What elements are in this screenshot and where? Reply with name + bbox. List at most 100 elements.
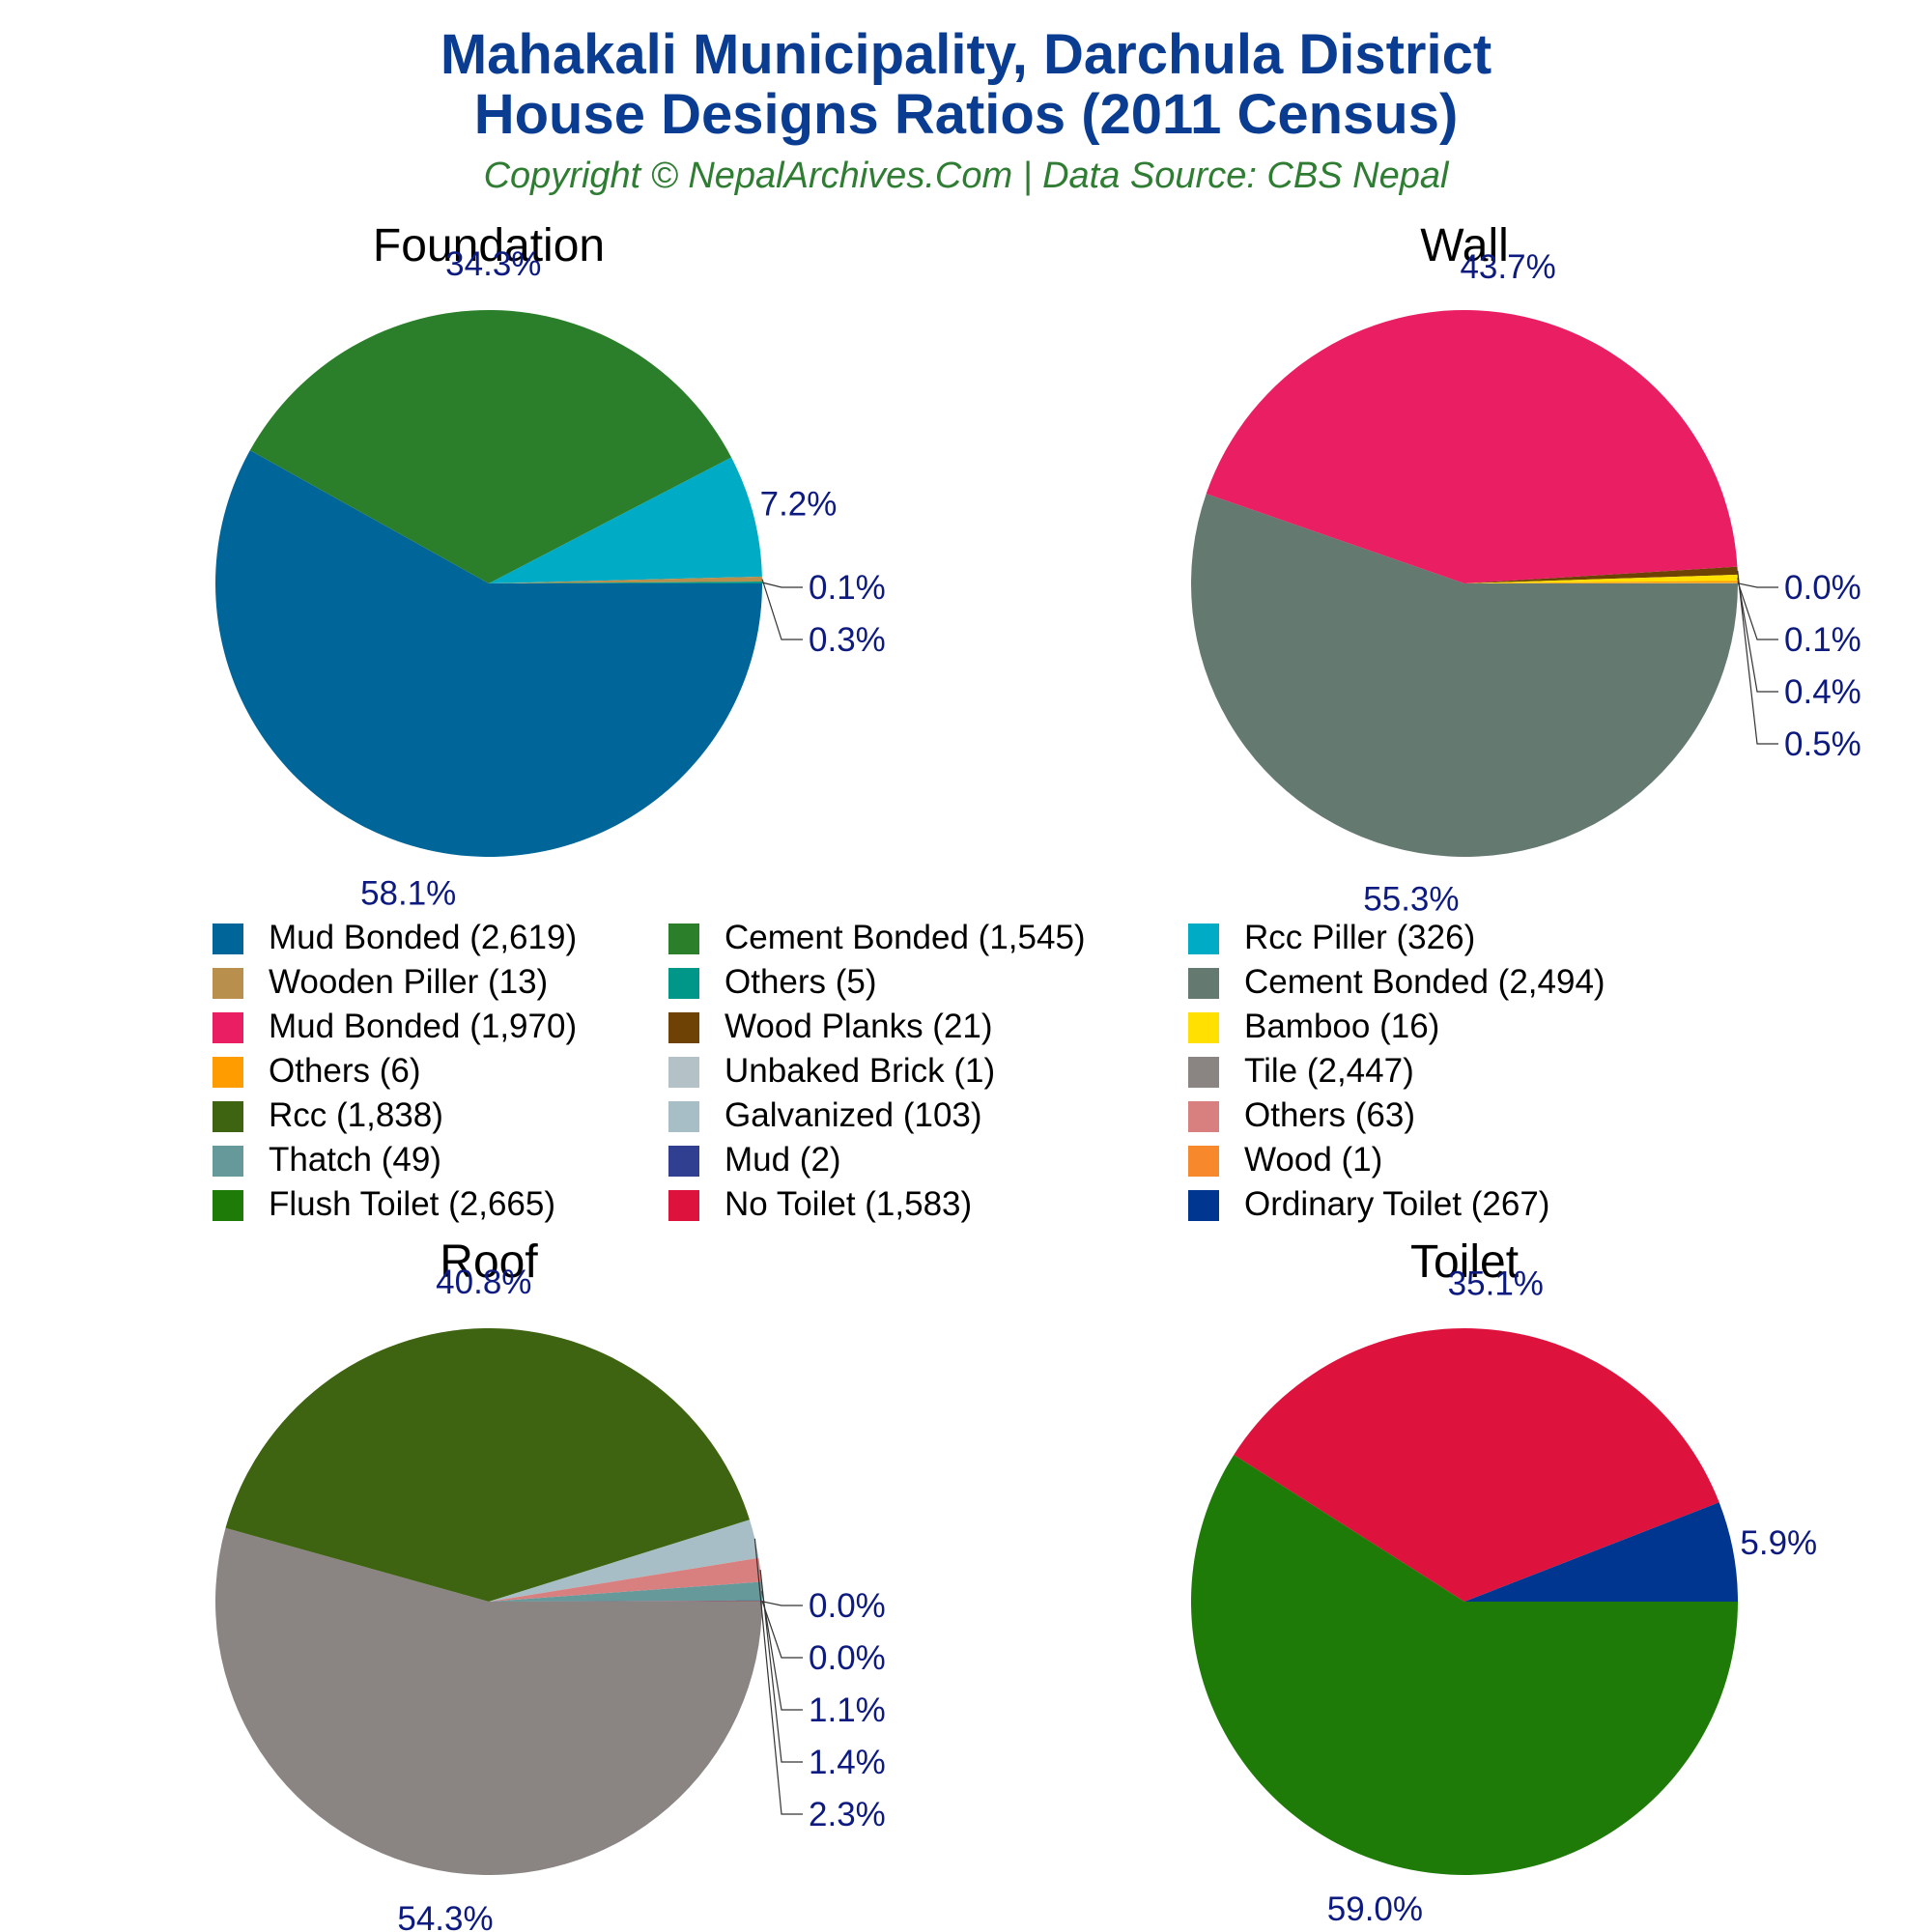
legend-swatch — [668, 1101, 699, 1132]
percent-label-wall-mud-bonded: 43.7% — [1460, 248, 1555, 286]
pie-slice-toilet-flush-toilet — [1191, 1454, 1738, 1876]
legend-label: Rcc Piller (326) — [1244, 919, 1476, 956]
percent-label-toilet-no-toilet: 35.1% — [1448, 1265, 1544, 1303]
pie-title-roof: Roof — [440, 1236, 538, 1288]
legend-swatch — [1188, 1012, 1219, 1043]
pie-slice-toilet-ordinary-toilet — [1464, 1502, 1738, 1602]
legend-label: Others (6) — [269, 1052, 421, 1090]
legend-label: Others (5) — [724, 963, 877, 1001]
pie-slice-wall-others — [1464, 581, 1738, 583]
percent-label-roof-mud: 0.0% — [809, 1639, 886, 1677]
pie-slice-roof-mud — [489, 1600, 763, 1602]
legend-label: Ordinary Toilet (267) — [1244, 1185, 1550, 1223]
legend-swatch — [1188, 968, 1219, 999]
chart-header: Mahakali Municipality, Darchula District… — [0, 0, 1932, 213]
legend-label: Wood (1) — [1244, 1141, 1383, 1179]
percent-label-wall-wood-planks: 0.5% — [1784, 725, 1861, 763]
legend-swatch — [668, 1057, 699, 1088]
pie-chart-toilet: Toilet 59.0% 35.1% 5.9% — [1191, 1236, 1817, 1928]
legend-swatch — [213, 1012, 243, 1043]
leader-line-foundation-others — [761, 582, 803, 588]
leader-line-wall-bamboo — [1737, 577, 1778, 693]
pie-slice-foundation-cement-bonded — [249, 310, 732, 583]
pie-slice-foundation-others — [489, 582, 762, 583]
percent-label-foundation-wooden-piller: 0.3% — [809, 621, 886, 659]
legend-swatch — [668, 923, 699, 954]
legend-label: Cement Bonded (2,494) — [1244, 963, 1605, 1001]
legend-label: Mud (2) — [724, 1141, 841, 1179]
pie-slice-foundation-rcc-piller — [489, 457, 762, 583]
chart-subtitle: Copyright © NepalArchives.Com | Data Sou… — [483, 156, 1449, 196]
pie-slice-wall-mud-bonded — [1206, 310, 1738, 583]
legend-row: Mud Bonded (1,970) Wood Planks (21) Bamboo… — [203, 1005, 1748, 1049]
legend-swatch — [1188, 1057, 1219, 1088]
legend-swatch — [213, 1057, 243, 1088]
pie-slice-wall-bamboo — [1464, 574, 1738, 583]
legend-label: Galvanized (103) — [724, 1096, 982, 1134]
pie-slice-foundation-mud-bonded — [214, 450, 762, 858]
percent-label-wall-bamboo: 0.4% — [1784, 673, 1861, 711]
leader-line-roof-wood — [761, 1601, 803, 1606]
percent-label-foundation-others: 0.1% — [809, 569, 886, 607]
pie-title-toilet: Toilet — [1410, 1236, 1519, 1288]
legend-swatch — [213, 1146, 243, 1177]
leader-line-wall-wood-planks — [1737, 570, 1778, 745]
percent-label-wall-others: 0.1% — [1784, 621, 1861, 659]
legend-row: Rcc (1,838) Galvanized (103) Others (63) — [203, 1094, 1748, 1138]
legend-swatch — [1188, 923, 1219, 954]
legend-label: Rcc (1,838) — [269, 1096, 443, 1134]
leader-line-wall-others — [1737, 582, 1778, 640]
legend-label: Tile (2,447) — [1244, 1052, 1414, 1090]
pie-title-foundation: Foundation — [373, 220, 605, 271]
legend-label: Bamboo (16) — [1244, 1008, 1440, 1045]
legend-swatch — [668, 968, 699, 999]
pie-chart-roof: Roof 54.3% 40.8% 0.0% 0.0% 1.1% 1.4% 2.3% — [214, 1236, 886, 1932]
legend-label: Cement Bonded (1,545) — [724, 919, 1086, 956]
leader-line-foundation-wooden-piller — [761, 579, 803, 640]
pie-slice-roof-tile — [214, 1527, 762, 1875]
leader-line-roof-others — [759, 1570, 803, 1763]
legend-label: Thatch (49) — [269, 1141, 441, 1179]
legend-label: Mud Bonded (2,619) — [269, 919, 578, 956]
legend-row: Thatch (49) Mud (2) Wood (1) — [203, 1138, 1748, 1182]
pie-slice-foundation-wooden-piller — [489, 576, 762, 583]
legend-swatch — [668, 1190, 699, 1221]
pie-slice-wall-wood-planks — [1464, 566, 1738, 583]
legend-label: No Toilet (1,583) — [724, 1185, 973, 1223]
percent-label-roof-tile: 54.3% — [397, 1900, 493, 1932]
pie-slice-roof-thatch — [489, 1581, 762, 1602]
leader-line-roof-mud — [761, 1601, 803, 1659]
legend-label: Unbaked Brick (1) — [724, 1052, 996, 1090]
legend-swatch — [1188, 1190, 1219, 1221]
legend-swatch — [213, 1190, 243, 1221]
percent-label-toilet-flush-toilet: 59.0% — [1327, 1890, 1423, 1928]
percent-label-foundation-cement-bonded: 34.3% — [445, 245, 541, 283]
chart-title-line-1: Mahakali Municipality, Darchula District — [440, 23, 1492, 86]
leader-line-roof-thatch — [761, 1591, 803, 1711]
leader-line-wall-unbaked-brick — [1737, 582, 1778, 588]
legend-row: Mud Bonded (2,619) Cement Bonded (1,545) R… — [203, 916, 1748, 960]
legend-swatch — [213, 1101, 243, 1132]
leader-line-roof-galvanized — [753, 1538, 803, 1815]
pie-chart-wall: Wall 55.3% 43.7% 0.0% 0.1% 0.4% 0.5% — [1191, 220, 1861, 918]
legend-swatch — [213, 923, 243, 954]
legend: Mud Bonded (2,619) Cement Bonded (1,545) R… — [203, 916, 1748, 1227]
percent-label-roof-wood: 0.0% — [809, 1587, 886, 1625]
percent-label-roof-rcc: 40.8% — [436, 1264, 531, 1301]
percent-label-roof-others: 1.4% — [809, 1744, 886, 1781]
legend-label: Wooden Piller (13) — [269, 963, 549, 1001]
legend-swatch — [213, 968, 243, 999]
pie-title-wall: Wall — [1420, 220, 1509, 271]
percent-label-toilet-ordinary-toilet: 5.9% — [1740, 1524, 1817, 1562]
legend-label: Mud Bonded (1,970) — [269, 1008, 578, 1045]
pie-chart-foundation: Foundation 58.1% 34.3% 7.2% 0.1% 0.3% — [214, 220, 886, 912]
legend-swatch — [668, 1146, 699, 1177]
percent-label-roof-thatch: 1.1% — [809, 1691, 886, 1729]
pie-slice-roof-others — [489, 1557, 762, 1602]
percent-label-wall-unbaked-brick: 0.0% — [1784, 569, 1861, 607]
legend-row: Wooden Piller (13) Others (5) Cement Bonde… — [203, 960, 1748, 1005]
legend-row: Others (6) Unbaked Brick (1) Tile (2,447) — [203, 1049, 1748, 1094]
legend-label: Others (63) — [1244, 1096, 1415, 1134]
pie-slice-toilet-no-toilet — [1234, 1328, 1719, 1602]
